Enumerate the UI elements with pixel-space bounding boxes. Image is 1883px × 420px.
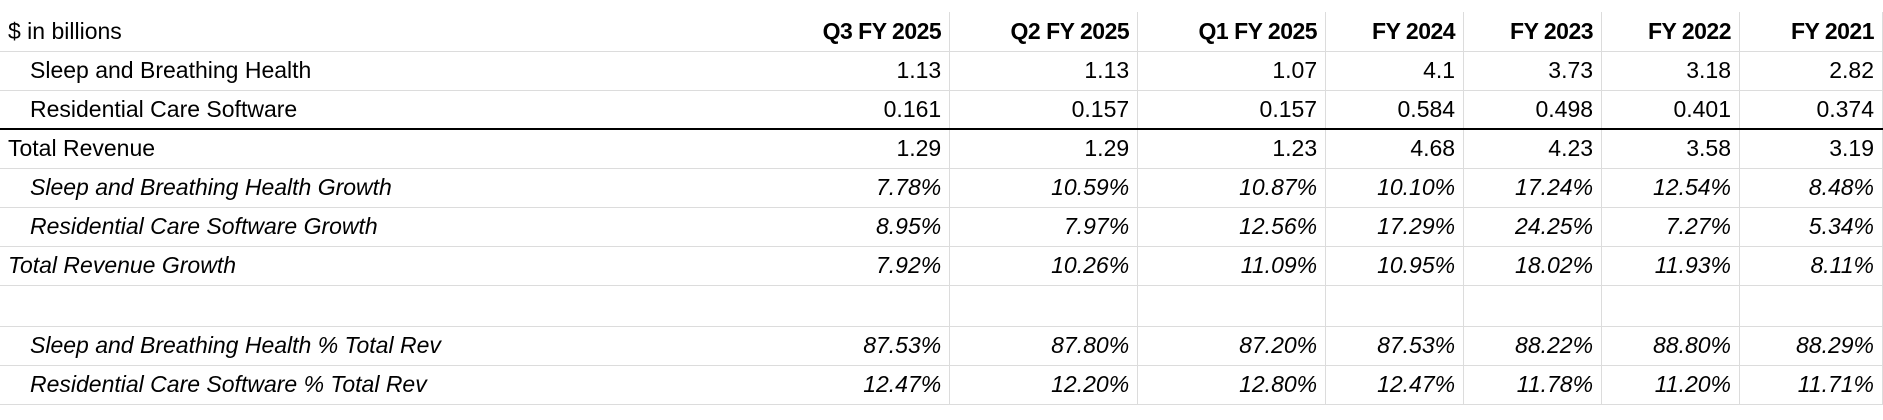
revenue-table: $ in billions Q3 FY 2025 Q2 FY 2025 Q1 F… [0,12,1883,405]
empty-cell[interactable] [1137,285,1327,327]
table-row: Residential Care Software Growth 8.95% 7… [0,207,1883,247]
value-cell[interactable]: 7.97% [949,207,1139,247]
value-cell[interactable]: 3.73 [1463,51,1603,91]
row-label-cell[interactable]: Total Revenue Growth [0,246,762,286]
value-cell[interactable]: 87.53% [761,326,951,366]
value-cell[interactable]: 4.23 [1463,129,1603,169]
header-period-cell[interactable]: Q2 FY 2025 [949,12,1139,52]
value-cell[interactable]: 12.47% [761,365,951,405]
value-cell[interactable]: 10.59% [949,168,1139,208]
header-row: $ in billions Q3 FY 2025 Q2 FY 2025 Q1 F… [0,12,1883,52]
value-cell[interactable]: 1.13 [949,51,1139,91]
value-cell[interactable]: 3.19 [1739,129,1883,169]
empty-cell[interactable] [1601,285,1741,327]
value-cell[interactable]: 18.02% [1463,246,1603,286]
value-cell[interactable]: 0.498 [1463,90,1603,130]
empty-row [0,285,1883,327]
value-cell[interactable]: 87.80% [949,326,1139,366]
table-row: Sleep and Breathing Health % Total Rev 8… [0,326,1883,366]
value-cell[interactable]: 24.25% [1463,207,1603,247]
empty-cell[interactable] [1325,285,1465,327]
value-cell[interactable]: 0.157 [1137,90,1327,130]
value-cell[interactable]: 12.20% [949,365,1139,405]
value-cell[interactable]: 1.29 [949,129,1139,169]
table-row: Residential Care Software % Total Rev 12… [0,365,1883,405]
value-cell[interactable]: 8.48% [1739,168,1883,208]
value-cell[interactable]: 87.53% [1325,326,1465,366]
value-cell[interactable]: 1.07 [1137,51,1327,91]
value-cell[interactable]: 12.80% [1137,365,1327,405]
row-label-cell[interactable]: Total Revenue [0,129,762,169]
value-cell[interactable]: 10.10% [1325,168,1465,208]
value-cell[interactable]: 0.401 [1601,90,1741,130]
row-label-cell[interactable]: Sleep and Breathing Health % Total Rev [0,326,762,366]
table-row: Sleep and Breathing Health Growth 7.78% … [0,168,1883,208]
header-period-cell[interactable]: FY 2023 [1463,12,1603,52]
empty-cell[interactable] [761,285,951,327]
empty-cell[interactable] [1739,285,1883,327]
value-cell[interactable]: 12.47% [1325,365,1465,405]
value-cell[interactable]: 1.13 [761,51,951,91]
value-cell[interactable]: 11.78% [1463,365,1603,405]
value-cell[interactable]: 88.80% [1601,326,1741,366]
value-cell[interactable]: 11.93% [1601,246,1741,286]
table-row: Total Revenue Growth 7.92% 10.26% 11.09%… [0,246,1883,286]
value-cell[interactable]: 7.27% [1601,207,1741,247]
value-cell[interactable]: 87.20% [1137,326,1327,366]
value-cell[interactable]: 3.58 [1601,129,1741,169]
value-cell[interactable]: 0.161 [761,90,951,130]
value-cell[interactable]: 0.374 [1739,90,1883,130]
header-period-cell[interactable]: FY 2021 [1739,12,1883,52]
value-cell[interactable]: 8.11% [1739,246,1883,286]
empty-cell[interactable] [949,285,1139,327]
value-cell[interactable]: 3.18 [1601,51,1741,91]
value-cell[interactable]: 12.54% [1601,168,1741,208]
table-row: Sleep and Breathing Health 1.13 1.13 1.0… [0,51,1883,91]
header-period-cell[interactable]: FY 2022 [1601,12,1741,52]
value-cell[interactable]: 8.95% [761,207,951,247]
value-cell[interactable]: 4.68 [1325,129,1465,169]
value-cell[interactable]: 7.92% [761,246,951,286]
value-cell[interactable]: 10.26% [949,246,1139,286]
value-cell[interactable]: 17.24% [1463,168,1603,208]
value-cell[interactable]: 0.584 [1325,90,1465,130]
value-cell[interactable]: 11.09% [1137,246,1327,286]
value-cell[interactable]: 4.1 [1325,51,1465,91]
value-cell[interactable]: 1.29 [761,129,951,169]
value-cell[interactable]: 11.71% [1739,365,1883,405]
value-cell[interactable]: 7.78% [761,168,951,208]
header-label-cell[interactable]: $ in billions [0,12,762,52]
value-cell[interactable]: 10.87% [1137,168,1327,208]
value-cell[interactable]: 5.34% [1739,207,1883,247]
value-cell[interactable]: 10.95% [1325,246,1465,286]
value-cell[interactable]: 12.56% [1137,207,1327,247]
value-cell[interactable]: 88.29% [1739,326,1883,366]
empty-cell[interactable] [0,285,762,327]
table-row: Residential Care Software 0.161 0.157 0.… [0,90,1883,130]
row-label-cell[interactable]: Residential Care Software Growth [0,207,762,247]
value-cell[interactable]: 1.23 [1137,129,1327,169]
table-row: Total Revenue 1.29 1.29 1.23 4.68 4.23 3… [0,129,1883,169]
value-cell[interactable]: 88.22% [1463,326,1603,366]
row-label-cell[interactable]: Residential Care Software % Total Rev [0,365,762,405]
value-cell[interactable]: 11.20% [1601,365,1741,405]
value-cell[interactable]: 2.82 [1739,51,1883,91]
row-label-cell[interactable]: Residential Care Software [0,90,762,130]
row-label-cell[interactable]: Sleep and Breathing Health [0,51,762,91]
value-cell[interactable]: 17.29% [1325,207,1465,247]
header-period-cell[interactable]: Q1 FY 2025 [1137,12,1327,52]
empty-cell[interactable] [1463,285,1603,327]
header-period-cell[interactable]: FY 2024 [1325,12,1465,52]
value-cell[interactable]: 0.157 [949,90,1139,130]
row-label-cell[interactable]: Sleep and Breathing Health Growth [0,168,762,208]
header-period-cell[interactable]: Q3 FY 2025 [761,12,951,52]
